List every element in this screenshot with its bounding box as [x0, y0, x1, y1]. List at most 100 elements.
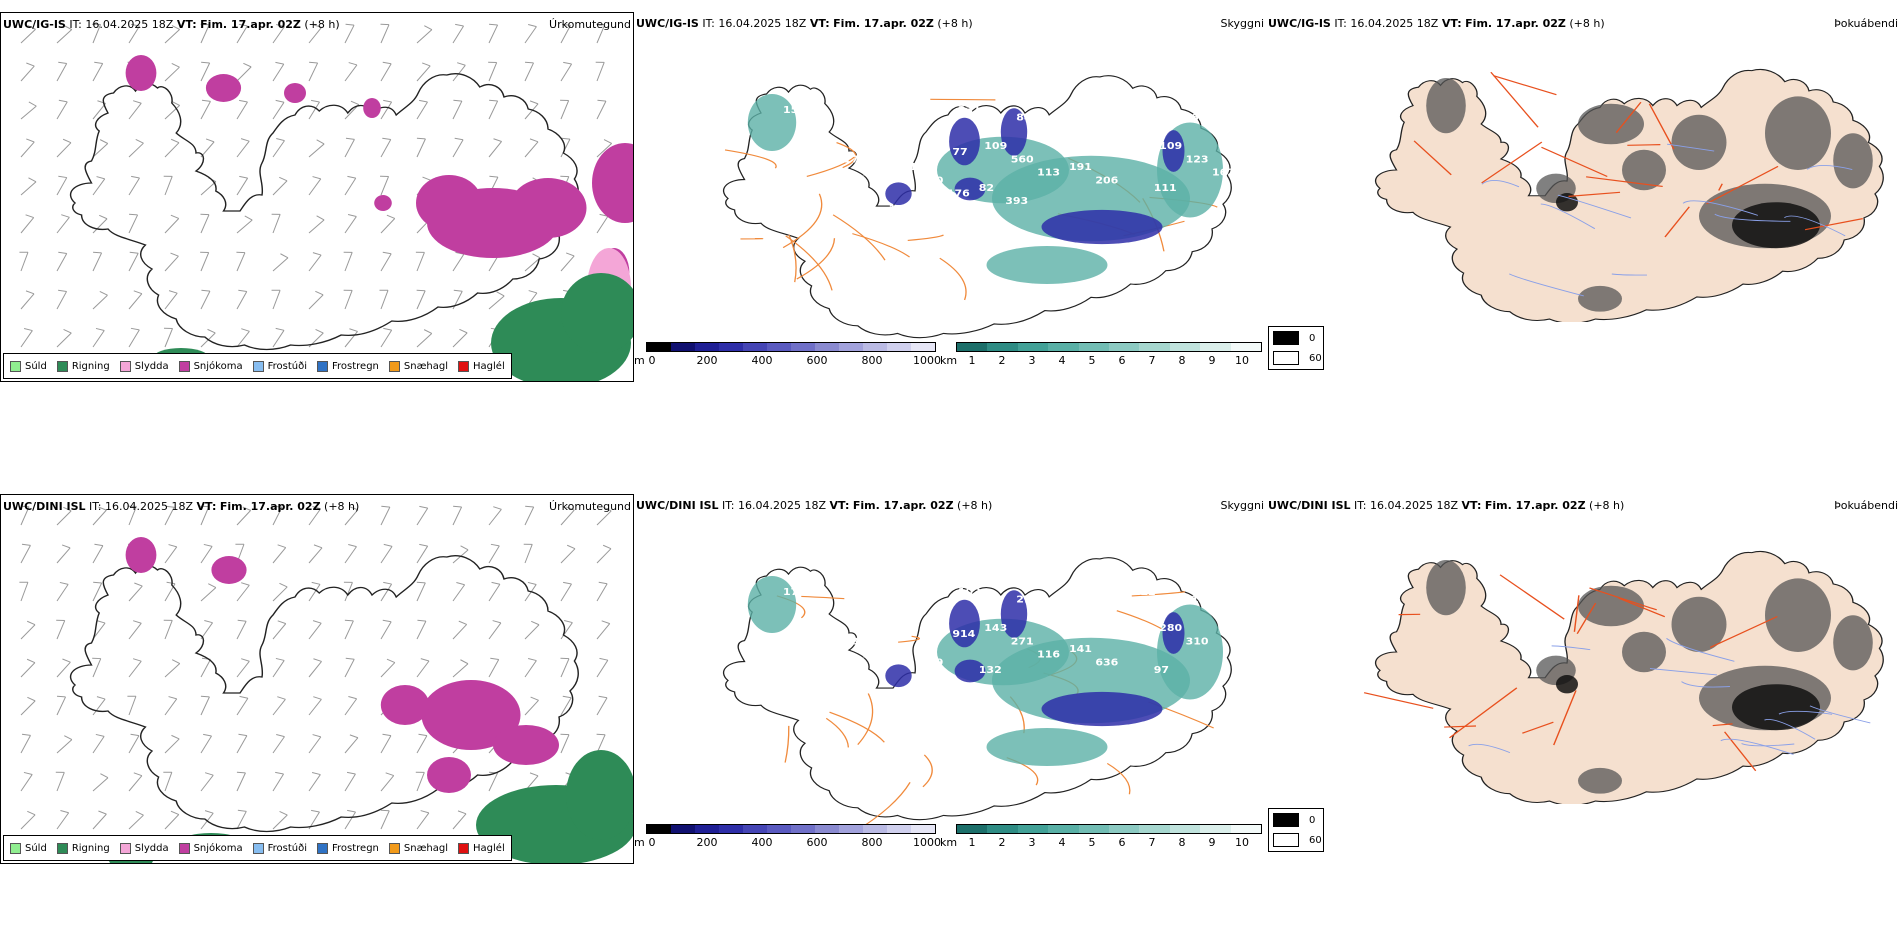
wind-barb-icon [344, 100, 360, 120]
colorbar-step [1048, 825, 1079, 833]
wind-barb-icon [596, 695, 608, 716]
wind-barb-icon [452, 137, 464, 158]
wind-barb-icon [20, 543, 31, 564]
wind-barb-icon [20, 810, 36, 830]
wind-barb-icon [92, 581, 103, 602]
wind-barb-icon [560, 137, 571, 158]
wind-barb-icon [200, 543, 213, 564]
cloud-base-label: 132 [979, 665, 1002, 676]
colorbar-step [1169, 343, 1201, 351]
colorbar-step [863, 343, 887, 351]
wind-barb-icon [92, 214, 108, 234]
wind-barb-icon [416, 289, 426, 310]
fog-legend-row: 60 [1273, 351, 1322, 365]
wind-barb-icon [164, 138, 180, 158]
wind-barb-icon [416, 329, 433, 348]
wind-barb-icon [308, 24, 322, 44]
wind-barb-icon [271, 213, 281, 234]
low-cloud-area [1000, 590, 1028, 638]
init-time-label: IT: [722, 499, 735, 512]
legend-label: Súld [25, 842, 47, 854]
cloud-base-label: 116 [1037, 649, 1060, 660]
legend-swatch [56, 842, 68, 854]
wind-barb-icon [163, 175, 173, 196]
colorbar-step [1078, 343, 1110, 351]
colorbar-step [1048, 343, 1079, 351]
snow-area [380, 685, 430, 725]
wind-barb-icon [560, 506, 575, 526]
wind-barb-icon [56, 61, 68, 82]
road-line [1615, 101, 1642, 133]
river-line [1666, 143, 1715, 152]
wind-barb-icon [380, 619, 392, 640]
road-line [801, 595, 846, 600]
snow-area [421, 680, 521, 750]
snow-area [125, 537, 157, 573]
fog-area [1426, 78, 1466, 134]
wind-barb-icon [200, 772, 214, 792]
rain-area [561, 273, 633, 353]
river-line [1666, 638, 1735, 662]
precip-type-map [19, 505, 633, 863]
wind-barb-icon [272, 696, 286, 716]
cloud-base-label: 914 [952, 628, 975, 639]
wind-barb-icon [560, 252, 575, 272]
wind-barb-icon [164, 101, 181, 120]
legend-item: Slydda [119, 360, 169, 372]
wind-barb-icon [20, 620, 36, 640]
wind-barb-icon [236, 251, 246, 272]
wind-barb-icon [55, 771, 65, 792]
colorbar-tick: 0 [648, 836, 656, 849]
cloud-base-label: 123 [1186, 154, 1209, 165]
legend-swatch [252, 360, 264, 372]
wind-barb-icon [595, 61, 605, 82]
cloud-base-label: 109 [1159, 141, 1182, 152]
wind-barb-icon [164, 505, 175, 526]
cloud-visibility-title: Skyggni [1220, 499, 1264, 512]
road-line [1804, 218, 1863, 231]
wind-barb-icon [272, 620, 287, 640]
wind-barb-icon [344, 734, 359, 754]
precip-type-panel: Súld Rigning Slydda Snjókoma Frostúði Frostre… [0, 12, 634, 382]
cloud-base-label: 231 [958, 105, 981, 116]
wind-barb-icon [128, 733, 140, 754]
snow-area [416, 175, 482, 231]
wind-barb-icon [344, 657, 355, 678]
colorbar-step [647, 343, 671, 351]
river-line [1741, 743, 1795, 747]
wind-barb-icon [380, 658, 396, 678]
lead-time: (+8 h) [1569, 17, 1605, 30]
cloud-visibility-map: 170 157 76 102 21 93 122 164 84 141 84 143 614 112 280… [722, 557, 1240, 835]
low-cloud-area [885, 182, 912, 206]
wind-barb-icon [163, 771, 173, 792]
cloud-base-label: 200 [804, 665, 827, 676]
colorbar-tick: 1 [968, 836, 976, 849]
road-line [785, 235, 833, 291]
low-cloud-area [1162, 130, 1185, 172]
wind-barb-icon [20, 733, 31, 754]
colorbar-step [1017, 343, 1049, 351]
legend-label: Snæhagl [403, 360, 449, 372]
precip-type-legend: Súld Rigning Slydda Snjókoma Frostúði Frostre… [3, 353, 512, 379]
colorbar-tick: 4 [1058, 354, 1066, 367]
cloud-base-label: 112 [1101, 615, 1124, 626]
road-line [1589, 587, 1657, 611]
wind-barb-icon [271, 289, 281, 310]
precip-type-legend: Súld Rigning Slydda Snjókoma Frostúði Frostre… [3, 835, 512, 861]
wind-barb-icon [128, 23, 140, 44]
colorbar-step [719, 825, 743, 833]
wind-barb-icon [128, 290, 143, 310]
wind-barb-icon [596, 657, 609, 678]
rain-area [566, 750, 633, 840]
fog-index-map [1374, 68, 1884, 322]
cloud-base-label: 105 [868, 126, 891, 137]
init-time-value: 16.04.2025 18Z [738, 499, 827, 512]
dense-fog-area [1556, 193, 1578, 212]
road-line [1718, 183, 1723, 191]
road-line [1576, 602, 1597, 635]
road-line [1706, 165, 1779, 205]
wind-barb-icon [380, 137, 392, 158]
wind-barb-icon [380, 61, 392, 82]
road-line [1573, 595, 1580, 632]
fog-area [1622, 631, 1666, 673]
